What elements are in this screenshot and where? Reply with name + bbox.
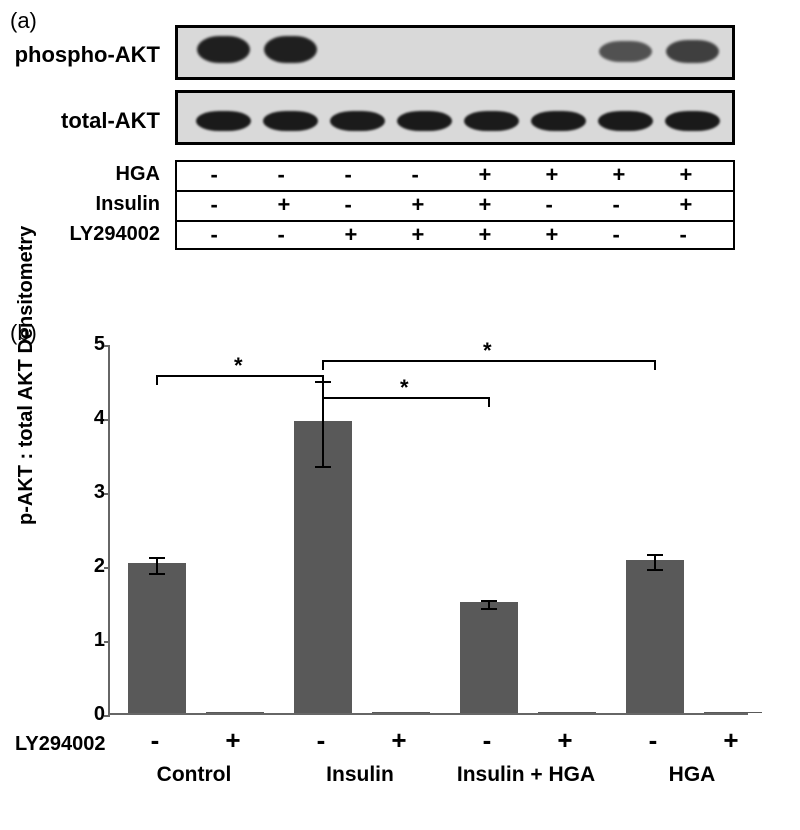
total-band xyxy=(330,111,385,131)
y-tick-label: 4 xyxy=(80,407,105,430)
treatment-cell: + xyxy=(613,162,626,188)
total-band xyxy=(397,111,452,131)
treatment-cell: + xyxy=(546,162,559,188)
phospho-band xyxy=(197,36,251,63)
treatment-cell: - xyxy=(278,222,285,248)
ly-sign: + xyxy=(550,725,580,756)
figure: (a) phospho-AKT total-AKT HGA - - - - + + + + Ins… xyxy=(0,0,800,830)
ly-sign: + xyxy=(716,725,746,756)
phospho-band xyxy=(264,36,318,63)
phospho-band xyxy=(599,41,653,63)
phospho-akt-label: phospho-AKT xyxy=(10,42,160,68)
treatment-cell: - xyxy=(345,162,352,188)
panel-b: (b) p-AKT : total AKT Densitometry 01234… xyxy=(0,320,800,830)
treatment-cell: + xyxy=(412,222,425,248)
phospho-akt-blot xyxy=(175,25,735,80)
total-band xyxy=(665,111,720,131)
group-label: HGA xyxy=(617,763,767,787)
significance-star: * xyxy=(400,375,409,401)
total-band xyxy=(464,111,519,131)
group-label: Control xyxy=(119,763,269,787)
treatment-label: HGA xyxy=(10,163,160,186)
bar xyxy=(372,712,430,713)
ly-sign: + xyxy=(218,725,248,756)
ly-sign: + xyxy=(384,725,414,756)
total-akt-blot xyxy=(175,90,735,145)
bar xyxy=(460,602,518,713)
phospho-band xyxy=(666,40,720,64)
treatment-cell: - xyxy=(278,162,285,188)
treatment-cell: + xyxy=(546,222,559,248)
ly-sign: - xyxy=(472,725,502,756)
bar xyxy=(704,712,762,713)
y-tick-label: 2 xyxy=(80,555,105,578)
y-tick-label: 3 xyxy=(80,481,105,504)
treatment-cell: + xyxy=(412,192,425,218)
treatment-cell: + xyxy=(479,222,492,248)
significance-star: * xyxy=(483,338,492,364)
treatment-cell: - xyxy=(211,162,218,188)
significance-star: * xyxy=(234,353,243,379)
treatment-cell: - xyxy=(345,192,352,218)
total-band xyxy=(263,111,318,131)
total-band xyxy=(531,111,586,131)
bar xyxy=(206,712,264,713)
panel-a-label: (a) xyxy=(10,8,37,34)
treatment-cell: - xyxy=(680,222,687,248)
group-label: Insulin xyxy=(285,763,435,787)
bar xyxy=(128,563,186,713)
treatment-cell: + xyxy=(680,192,693,218)
total-band xyxy=(196,111,251,131)
treatment-cell: + xyxy=(345,222,358,248)
ly-sign: - xyxy=(140,725,170,756)
treatment-cell: - xyxy=(412,162,419,188)
treatment-table xyxy=(175,160,735,250)
treatment-cell: + xyxy=(680,162,693,188)
treatment-label: Insulin xyxy=(10,193,160,216)
ly-sign: - xyxy=(306,725,336,756)
total-band xyxy=(598,111,653,131)
group-label: Insulin + HGA xyxy=(451,763,601,787)
treatment-cell: - xyxy=(613,192,620,218)
treatment-cell: + xyxy=(479,162,492,188)
treatment-cell: + xyxy=(278,192,291,218)
y-tick-label: 5 xyxy=(80,333,105,356)
ly-row-label: LY294002 xyxy=(15,733,105,756)
y-axis-label: p-AKT : total AKT Densitometry xyxy=(15,226,38,525)
panel-a: (a) phospho-AKT total-AKT HGA - - - - + + + + Ins… xyxy=(0,0,800,285)
ly-sign: - xyxy=(638,725,668,756)
y-tick-label: 0 xyxy=(80,703,105,726)
bar xyxy=(626,560,684,713)
treatment-cell: + xyxy=(479,192,492,218)
y-tick-label: 1 xyxy=(80,629,105,652)
treatment-cell: - xyxy=(613,222,620,248)
total-akt-label: total-AKT xyxy=(10,108,160,134)
treatment-cell: - xyxy=(546,192,553,218)
treatment-cell: - xyxy=(211,192,218,218)
bar-chart: 012345*** xyxy=(108,345,748,715)
treatment-cell: - xyxy=(211,222,218,248)
bar xyxy=(538,712,596,713)
